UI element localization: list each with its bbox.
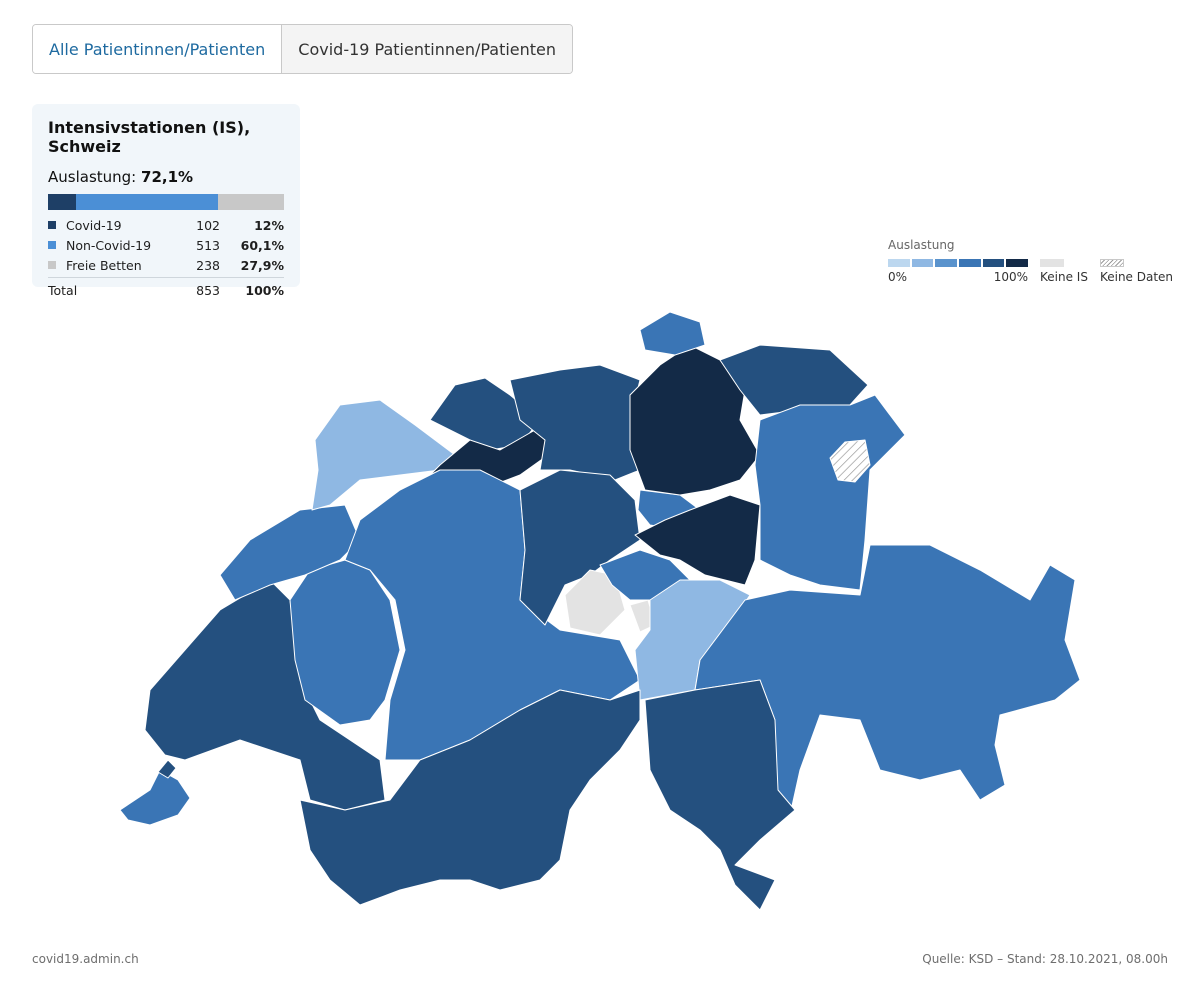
summary-row-label: Non-Covid-19 bbox=[66, 237, 152, 253]
summary-row-label: Covid-19 bbox=[66, 217, 122, 233]
total-count: 853 bbox=[196, 282, 220, 298]
summary-row: Non-Covid-19 513 60,1% bbox=[48, 235, 284, 255]
canton-fribourg[interactable] bbox=[289, 559, 401, 726]
legend-no-icu-label: Keine IS bbox=[1040, 270, 1088, 284]
legend-ramp-step-2 bbox=[935, 259, 958, 267]
legend-ramp-step-5 bbox=[1006, 259, 1029, 267]
canton-geneva-enclave[interactable] bbox=[157, 759, 177, 779]
stack-segment-1 bbox=[76, 194, 219, 210]
legend-ramp-step-1 bbox=[911, 259, 934, 267]
legend-ramp-step-4 bbox=[982, 259, 1005, 267]
footer-source: Quelle: KSD – Stand: 28.10.2021, 08.00h bbox=[922, 952, 1168, 966]
legend-title: Auslastung bbox=[888, 238, 955, 252]
total-label: Total bbox=[48, 282, 78, 298]
summary-row-count: 513 bbox=[196, 237, 220, 253]
canton-geneva[interactable] bbox=[119, 769, 191, 826]
legend-no-icu-swatch bbox=[1040, 259, 1064, 267]
canton-aargau[interactable] bbox=[509, 364, 641, 481]
legend-ramp-step-3 bbox=[959, 259, 981, 267]
canton-jura[interactable] bbox=[311, 399, 456, 511]
tab-all-patients[interactable]: Alle Patientinnen/Patienten bbox=[33, 25, 282, 73]
map-legend: Auslastung 0% 100% Keine IS Keine Daten bbox=[888, 238, 1173, 284]
summary-swatch bbox=[48, 241, 56, 249]
summary-row-percent: 12% bbox=[254, 217, 284, 233]
legend-ramp-block: 0% 100% bbox=[888, 259, 1029, 284]
summary-row-label: Freie Betten bbox=[66, 257, 142, 273]
utilization-value: 72,1% bbox=[141, 168, 194, 186]
tab-covid-patients[interactable]: Covid-19 Patientinnen/Patienten bbox=[281, 25, 573, 73]
summary-total-row: Total 853 100% bbox=[48, 277, 284, 300]
summary-row: Covid-19 102 12% bbox=[48, 215, 284, 235]
canton-valais[interactable] bbox=[299, 689, 641, 906]
footer-site: covid19.admin.ch bbox=[32, 952, 139, 966]
legend-ramp-step-0 bbox=[888, 259, 910, 267]
canton-appenzell bbox=[829, 439, 871, 483]
summary-row-percent: 27,9% bbox=[240, 257, 284, 273]
stack-segment-0 bbox=[48, 194, 77, 210]
legend-no-data-swatch bbox=[1099, 259, 1124, 267]
canton-st-gallen[interactable] bbox=[754, 394, 906, 591]
view-tabs: Alle Patientinnen/Patienten Covid-19 Pat… bbox=[32, 24, 574, 74]
summary-row-count: 238 bbox=[196, 257, 220, 273]
summary-swatch bbox=[48, 261, 56, 269]
summary-row: Freie Betten 238 27,9% bbox=[48, 255, 284, 275]
summary-title: Intensivstationen (IS), Schweiz bbox=[48, 118, 251, 156]
summary-row-count: 102 bbox=[196, 217, 220, 233]
legend-no-data-label: Keine Daten bbox=[1099, 270, 1174, 284]
utilization-label: Auslastung: bbox=[48, 168, 137, 186]
icu-summary-card: Intensivstationen (IS), Schweiz Auslastu… bbox=[32, 104, 300, 298]
canton-glarus[interactable] bbox=[634, 494, 761, 586]
stack-segment-2 bbox=[218, 194, 284, 210]
canton-ticino[interactable] bbox=[644, 679, 796, 911]
utilization-stacked-bar bbox=[48, 194, 284, 210]
canton-bern[interactable] bbox=[344, 469, 641, 761]
legend-no-icu: Keine IS bbox=[1040, 259, 1088, 284]
canton-vaud[interactable] bbox=[144, 579, 386, 811]
total-percent: 100% bbox=[245, 282, 284, 298]
summary-rows: Covid-19 102 12% Non-Covid-19 513 60,1% Freie … bbox=[48, 215, 284, 275]
canton-graubuenden[interactable] bbox=[694, 544, 1081, 816]
canton-schaffhausen[interactable] bbox=[639, 311, 706, 356]
canton-lucerne[interactable] bbox=[519, 469, 641, 626]
legend-color-ramp bbox=[888, 259, 1029, 267]
summary-swatch bbox=[48, 221, 56, 229]
legend-no-data: Keine Daten bbox=[1099, 259, 1174, 284]
canton-obwalden bbox=[564, 569, 626, 636]
utilization-line: Auslastung: 72,1% bbox=[48, 168, 284, 186]
legend-min-label: 0% bbox=[888, 270, 908, 284]
summary-row-percent: 60,1% bbox=[240, 237, 284, 253]
legend-max-label: 100% bbox=[993, 270, 1028, 284]
